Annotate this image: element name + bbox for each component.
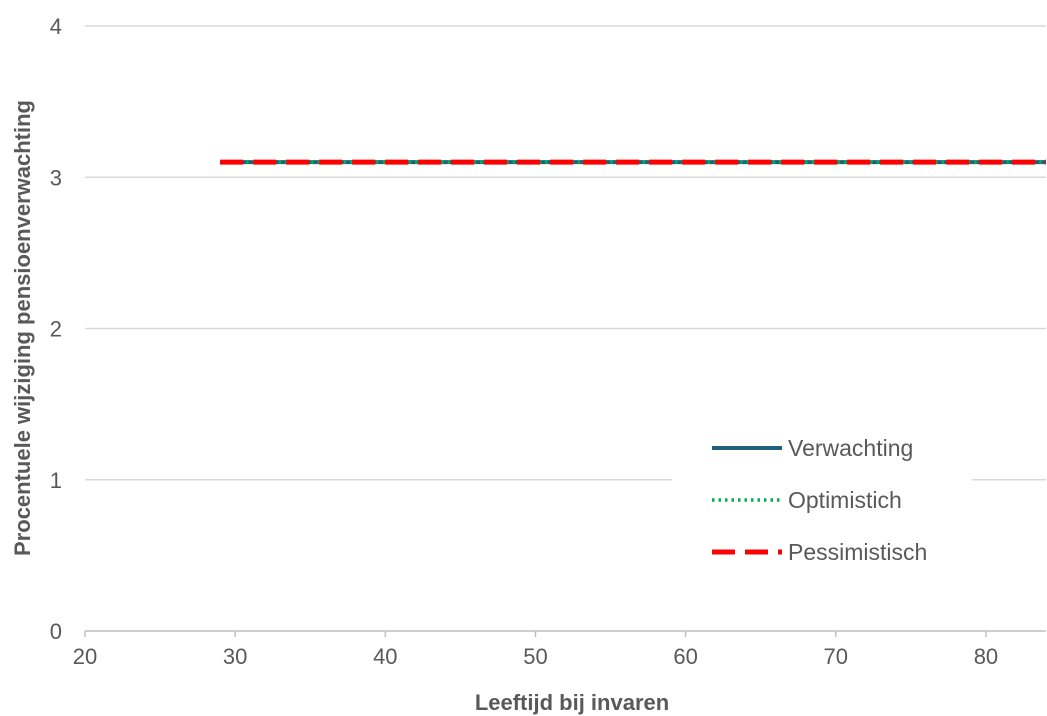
x-tick-label: 40 [373, 644, 397, 669]
legend-label-optimistich: Optimistich [788, 487, 902, 513]
x-axis [84, 630, 1046, 637]
y-tick-label: 3 [50, 165, 62, 190]
y-tick-label: 2 [50, 317, 62, 342]
x-tick-label: 70 [824, 644, 848, 669]
gridlines [85, 25, 1046, 481]
y-tick-label: 4 [50, 14, 62, 39]
x-tick-label: 50 [523, 644, 547, 669]
legend: Verwachting Optimistich Pessimistisch [672, 424, 972, 586]
x-tick-label: 20 [73, 644, 97, 669]
x-tick-label: 60 [673, 644, 697, 669]
y-tick-label: 1 [50, 468, 62, 493]
y-axis-title: Procentuele wijziging pensioenverwachtin… [10, 100, 35, 556]
legend-background [672, 424, 972, 586]
legend-label-pessimistisch: Pessimistisch [788, 539, 927, 565]
x-tick-label: 30 [223, 644, 247, 669]
y-tick-label: 0 [50, 619, 62, 644]
x-axis-title: Leeftijd bij invaren [475, 690, 669, 715]
tick-labels: 0 1 2 3 4 20 30 40 50 60 70 80 [50, 14, 998, 669]
legend-label-verwachting: Verwachting [788, 435, 913, 461]
x-tick-label: 80 [974, 644, 998, 669]
